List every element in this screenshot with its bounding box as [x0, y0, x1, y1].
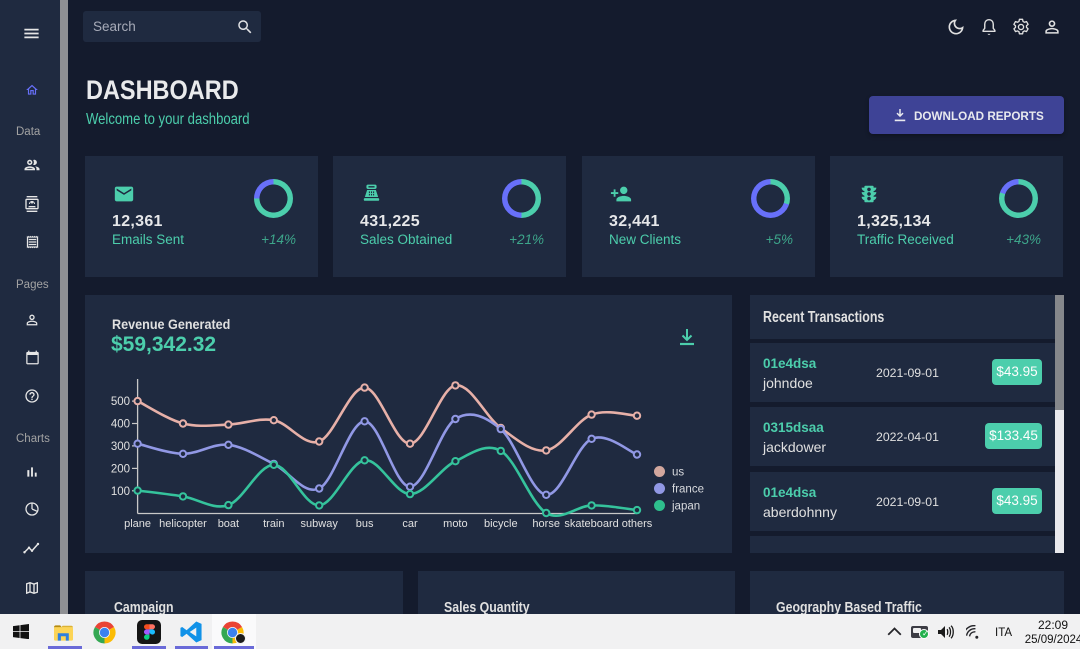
- svg-text:helicopter: helicopter: [159, 518, 207, 530]
- svg-text:us: us: [672, 467, 684, 479]
- svg-text:horse: horse: [532, 518, 560, 530]
- svg-text:300: 300: [111, 441, 130, 453]
- svg-text:boat: boat: [218, 518, 239, 530]
- svg-text:skateboard: skateboard: [564, 518, 618, 530]
- svg-text:car: car: [402, 518, 418, 530]
- svg-text:200: 200: [111, 464, 130, 476]
- svg-text:subway: subway: [301, 518, 339, 530]
- svg-text:bus: bus: [356, 518, 374, 530]
- svg-text:japan: japan: [671, 501, 700, 513]
- svg-text:france: france: [672, 484, 704, 496]
- svg-text:others: others: [622, 518, 653, 530]
- svg-text:400: 400: [111, 419, 130, 431]
- svg-text:bicycle: bicycle: [484, 518, 518, 530]
- svg-text:plane: plane: [124, 518, 151, 530]
- svg-text:moto: moto: [443, 518, 467, 530]
- svg-text:train: train: [263, 518, 284, 530]
- svg-text:500: 500: [111, 396, 130, 408]
- svg-text:100: 100: [111, 486, 130, 498]
